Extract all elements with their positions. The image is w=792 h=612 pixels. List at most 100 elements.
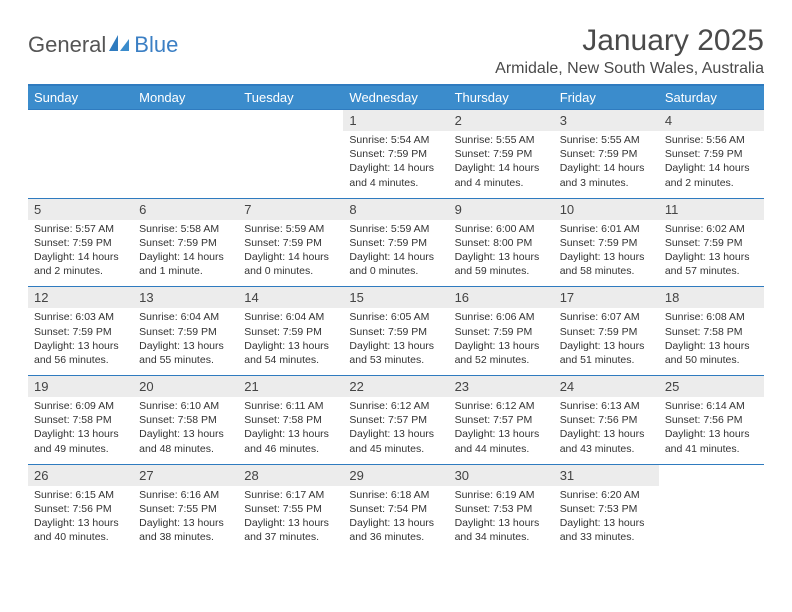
day-detail-cell: Sunrise: 6:16 AMSunset: 7:55 PMDaylight:… <box>133 486 238 553</box>
daylight-text: Daylight: 13 hours and 46 minutes. <box>244 427 337 455</box>
day-number-cell: 19 <box>28 376 133 397</box>
sunset-text: Sunset: 7:55 PM <box>139 502 232 516</box>
calendar-grid: SundayMondayTuesdayWednesdayThursdayFrid… <box>28 84 764 552</box>
day-number-cell: 25 <box>659 376 764 397</box>
sunset-text: Sunset: 7:59 PM <box>560 325 653 339</box>
day-detail-cell: Sunrise: 6:08 AMSunset: 7:58 PMDaylight:… <box>659 308 764 375</box>
sunrise-text: Sunrise: 6:16 AM <box>139 488 232 502</box>
day-detail-cell: Sunrise: 5:55 AMSunset: 7:59 PMDaylight:… <box>554 131 659 198</box>
daylight-text: Daylight: 13 hours and 56 minutes. <box>34 339 127 367</box>
day-detail-cell: Sunrise: 6:03 AMSunset: 7:59 PMDaylight:… <box>28 308 133 375</box>
day-detail-cell: Sunrise: 5:56 AMSunset: 7:59 PMDaylight:… <box>659 131 764 198</box>
sunset-text: Sunset: 7:57 PM <box>349 413 442 427</box>
daylight-text: Daylight: 13 hours and 50 minutes. <box>665 339 758 367</box>
daylight-text: Daylight: 13 hours and 37 minutes. <box>244 516 337 544</box>
daylight-text: Daylight: 14 hours and 2 minutes. <box>34 250 127 278</box>
daylight-text: Daylight: 14 hours and 0 minutes. <box>349 250 442 278</box>
sunrise-text: Sunrise: 6:11 AM <box>244 399 337 413</box>
day-number-cell: 2 <box>449 110 554 131</box>
day-number-cell: 27 <box>133 465 238 486</box>
sunset-text: Sunset: 7:53 PM <box>455 502 548 516</box>
sunrise-text: Sunrise: 6:00 AM <box>455 222 548 236</box>
day-number-cell: 8 <box>343 199 448 220</box>
sunrise-text: Sunrise: 5:59 AM <box>244 222 337 236</box>
sunrise-text: Sunrise: 6:03 AM <box>34 310 127 324</box>
sunset-text: Sunset: 7:56 PM <box>665 413 758 427</box>
sunset-text: Sunset: 7:59 PM <box>455 147 548 161</box>
day-detail-cell: Sunrise: 6:12 AMSunset: 7:57 PMDaylight:… <box>449 397 554 464</box>
day-detail-cell: Sunrise: 5:57 AMSunset: 7:59 PMDaylight:… <box>28 220 133 287</box>
logo-text-blue: Blue <box>134 32 178 58</box>
sunset-text: Sunset: 7:56 PM <box>34 502 127 516</box>
day-detail-row: Sunrise: 5:57 AMSunset: 7:59 PMDaylight:… <box>28 220 764 287</box>
day-number-cell <box>659 465 764 486</box>
day-number-cell: 21 <box>238 376 343 397</box>
day-detail-row: Sunrise: 6:03 AMSunset: 7:59 PMDaylight:… <box>28 308 764 375</box>
sunrise-text: Sunrise: 5:58 AM <box>139 222 232 236</box>
header: General Blue January 2025 Armidale, New … <box>28 24 764 78</box>
daylight-text: Daylight: 13 hours and 38 minutes. <box>139 516 232 544</box>
day-detail-cell <box>238 131 343 198</box>
day-detail-cell: Sunrise: 5:55 AMSunset: 7:59 PMDaylight:… <box>449 131 554 198</box>
day-detail-cell: Sunrise: 6:13 AMSunset: 7:56 PMDaylight:… <box>554 397 659 464</box>
weekday-label: Sunday <box>28 86 133 109</box>
sunset-text: Sunset: 8:00 PM <box>455 236 548 250</box>
day-number-cell: 24 <box>554 376 659 397</box>
daylight-text: Daylight: 13 hours and 43 minutes. <box>560 427 653 455</box>
sunrise-text: Sunrise: 6:05 AM <box>349 310 442 324</box>
sunrise-text: Sunrise: 6:17 AM <box>244 488 337 502</box>
day-detail-cell: Sunrise: 6:11 AMSunset: 7:58 PMDaylight:… <box>238 397 343 464</box>
day-number-cell: 12 <box>28 287 133 308</box>
sunrise-text: Sunrise: 6:08 AM <box>665 310 758 324</box>
day-number-cell <box>133 110 238 131</box>
daylight-text: Daylight: 14 hours and 3 minutes. <box>560 161 653 189</box>
day-detail-cell: Sunrise: 6:12 AMSunset: 7:57 PMDaylight:… <box>343 397 448 464</box>
sunset-text: Sunset: 7:59 PM <box>665 236 758 250</box>
sunrise-text: Sunrise: 5:55 AM <box>455 133 548 147</box>
sunset-text: Sunset: 7:59 PM <box>455 325 548 339</box>
daylight-text: Daylight: 14 hours and 4 minutes. <box>349 161 442 189</box>
day-number-cell: 9 <box>449 199 554 220</box>
sunrise-text: Sunrise: 6:10 AM <box>139 399 232 413</box>
sunrise-text: Sunrise: 5:56 AM <box>665 133 758 147</box>
sunset-text: Sunset: 7:59 PM <box>34 325 127 339</box>
sunset-text: Sunset: 7:59 PM <box>139 236 232 250</box>
weekday-label: Thursday <box>449 86 554 109</box>
brand-logo: General Blue <box>28 24 178 58</box>
daylight-text: Daylight: 13 hours and 33 minutes. <box>560 516 653 544</box>
sunset-text: Sunset: 7:58 PM <box>34 413 127 427</box>
daylight-text: Daylight: 14 hours and 0 minutes. <box>244 250 337 278</box>
sunset-text: Sunset: 7:57 PM <box>455 413 548 427</box>
day-number-cell: 11 <box>659 199 764 220</box>
day-number-cell: 17 <box>554 287 659 308</box>
sunrise-text: Sunrise: 6:19 AM <box>455 488 548 502</box>
daylight-text: Daylight: 14 hours and 4 minutes. <box>455 161 548 189</box>
sunset-text: Sunset: 7:59 PM <box>34 236 127 250</box>
day-number-cell: 22 <box>343 376 448 397</box>
day-detail-cell: Sunrise: 6:09 AMSunset: 7:58 PMDaylight:… <box>28 397 133 464</box>
sunrise-text: Sunrise: 6:04 AM <box>244 310 337 324</box>
day-number-cell: 31 <box>554 465 659 486</box>
daylight-text: Daylight: 13 hours and 34 minutes. <box>455 516 548 544</box>
day-number-cell: 23 <box>449 376 554 397</box>
sunset-text: Sunset: 7:59 PM <box>560 236 653 250</box>
day-detail-cell <box>28 131 133 198</box>
day-number-cell: 28 <box>238 465 343 486</box>
sunrise-text: Sunrise: 6:04 AM <box>139 310 232 324</box>
weeks-container: 1234Sunrise: 5:54 AMSunset: 7:59 PMDayli… <box>28 109 764 552</box>
sunset-text: Sunset: 7:59 PM <box>139 325 232 339</box>
sail-icon <box>109 33 131 58</box>
daylight-text: Daylight: 13 hours and 41 minutes. <box>665 427 758 455</box>
day-number-cell: 6 <box>133 199 238 220</box>
day-detail-row: Sunrise: 6:15 AMSunset: 7:56 PMDaylight:… <box>28 486 764 553</box>
day-detail-cell: Sunrise: 6:00 AMSunset: 8:00 PMDaylight:… <box>449 220 554 287</box>
sunset-text: Sunset: 7:59 PM <box>244 236 337 250</box>
sunrise-text: Sunrise: 6:02 AM <box>665 222 758 236</box>
sunset-text: Sunset: 7:59 PM <box>560 147 653 161</box>
day-number-cell: 18 <box>659 287 764 308</box>
sunset-text: Sunset: 7:58 PM <box>244 413 337 427</box>
day-detail-cell: Sunrise: 5:58 AMSunset: 7:59 PMDaylight:… <box>133 220 238 287</box>
daylight-text: Daylight: 13 hours and 45 minutes. <box>349 427 442 455</box>
day-detail-cell: Sunrise: 6:19 AMSunset: 7:53 PMDaylight:… <box>449 486 554 553</box>
daylight-text: Daylight: 14 hours and 2 minutes. <box>665 161 758 189</box>
